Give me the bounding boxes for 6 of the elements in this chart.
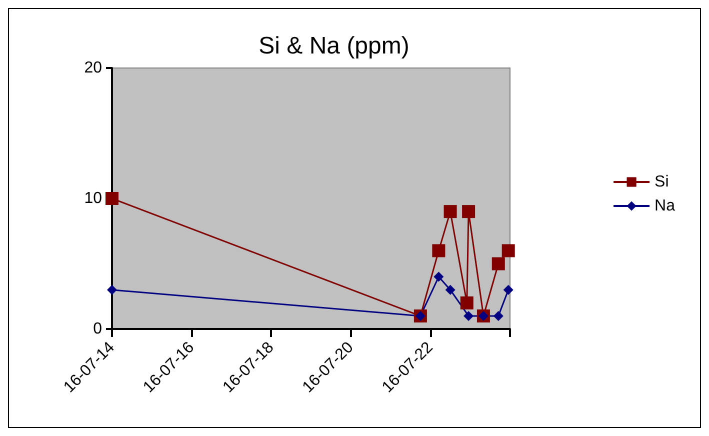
chart-title: Si & Na (ppm) — [258, 32, 410, 60]
y-tick-label: 10 — [84, 190, 102, 207]
y-tick-label: 20 — [84, 60, 102, 76]
legend-label: Si — [654, 174, 669, 190]
legend-label: Na — [654, 198, 676, 214]
y-tick-label: 0 — [93, 320, 102, 338]
